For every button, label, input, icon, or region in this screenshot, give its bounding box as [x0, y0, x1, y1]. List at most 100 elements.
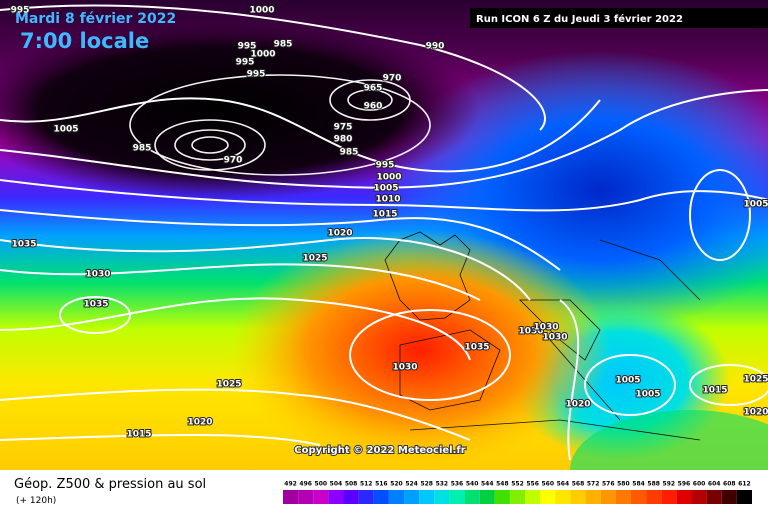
legend-swatch [298, 490, 314, 504]
legend-swatch [676, 490, 692, 504]
legend-label: 528 [420, 481, 433, 488]
legend-swatch [434, 490, 450, 504]
isobar-label: 1005 [53, 125, 78, 135]
legend-swatch [464, 490, 480, 504]
footer-title: Géop. Z500 & pression au sol [14, 477, 206, 492]
legend-label: 584 [632, 481, 645, 488]
legend-label: 492 [284, 481, 297, 488]
legend-swatch [509, 490, 526, 504]
isobar-label: 1030 [518, 327, 543, 337]
legend-label: 552 [511, 481, 524, 488]
legend-swatch [661, 490, 677, 504]
legend-swatch [404, 490, 420, 504]
isobar-label: 1005 [743, 200, 768, 210]
isobar-label: 985 [274, 40, 293, 50]
high-pressure [230, 230, 610, 470]
legend-label: 532 [436, 481, 449, 488]
legend-swatch [585, 490, 601, 504]
isobar-label: 1030 [533, 323, 558, 333]
legend-swatch [600, 490, 616, 504]
legend-label: 596 [678, 481, 691, 488]
legend-label: 560 [541, 481, 554, 488]
copyright: Copyright © 2022 Meteociel.fr [294, 445, 465, 456]
legend-swatch [373, 490, 389, 504]
legend-swatch [736, 490, 752, 504]
isobar-label: 965 [364, 84, 383, 94]
legend-swatch [540, 490, 556, 504]
legend-swatch [419, 490, 435, 504]
isobar-label: 1010 [375, 195, 400, 205]
isobar-label: 1030 [85, 270, 110, 280]
legend-label: 556 [526, 481, 539, 488]
legend-swatch [358, 490, 374, 504]
legend-label: 572 [587, 481, 600, 488]
legend-label: 516 [375, 481, 388, 488]
legend-label: 604 [708, 481, 721, 488]
isobar-label: 970 [383, 74, 402, 84]
isobar-label: 985 [340, 148, 359, 158]
isobar-label: 1000 [249, 6, 274, 16]
isobar-label: 1015 [372, 210, 397, 220]
legend-label: 496 [299, 481, 312, 488]
isobar-label: 1000 [250, 50, 275, 60]
isobar-label: 1025 [302, 254, 327, 264]
legend-swatch [388, 490, 405, 504]
legend-swatch [570, 490, 586, 504]
isobar-label: 1020 [743, 408, 768, 418]
isobar-label: 995 [236, 58, 255, 68]
legend-swatch [328, 490, 344, 504]
isobar-label: 1005 [615, 376, 640, 386]
legend-label: 564 [557, 481, 570, 488]
run-box [470, 8, 768, 28]
legend-swatch [343, 490, 359, 504]
legend-swatch [630, 490, 647, 504]
legend-label: 608 [723, 481, 736, 488]
legend-label: 588 [647, 481, 660, 488]
legend-label: 524 [405, 481, 418, 488]
legend-swatch [525, 490, 541, 504]
isobar-label: 995 [238, 42, 257, 52]
isobar-label: 970 [224, 156, 243, 166]
forecast-time: 7:00 locale [20, 29, 149, 53]
isobar-label: 1020 [187, 418, 212, 428]
legend-label: 540 [466, 481, 479, 488]
isobar-label: 1030 [392, 363, 417, 373]
isobar-label: 1030 [542, 333, 567, 343]
legend-swatch [615, 490, 631, 504]
legend-label: 568 [572, 481, 585, 488]
legend-swatch [706, 490, 722, 504]
isobar-label: 1035 [83, 300, 108, 310]
isobar-label: 1005 [635, 390, 660, 400]
legend-swatch [283, 490, 299, 504]
isobar-label: 960 [364, 102, 383, 112]
legend-label: 508 [345, 481, 358, 488]
legend-swatch [313, 490, 329, 504]
legend-label: 576 [602, 481, 615, 488]
legend-label: 592 [663, 481, 676, 488]
forecast-date: Mardi 8 février 2022 [15, 11, 176, 27]
isobar-label: 1015 [126, 430, 151, 440]
isobar-label: 1020 [327, 229, 352, 239]
isobar-label: 995 [247, 70, 266, 80]
legend-label: 500 [315, 481, 328, 488]
legend-swatch [449, 490, 465, 504]
legend-label: 612 [738, 481, 751, 488]
isobar-label: 985 [133, 144, 152, 154]
isobar-label: 1025 [216, 380, 241, 390]
legend-label: 504 [330, 481, 343, 488]
isobar-label: 1035 [464, 343, 489, 353]
legend-label: 512 [360, 481, 373, 488]
isobar-label: 975 [334, 123, 353, 133]
isobar-label: 995 [376, 161, 395, 171]
footer-lead: (+ 120h) [16, 496, 56, 506]
legend-label: 548 [496, 481, 509, 488]
isobar-label: 1020 [565, 400, 590, 410]
legend-swatch [479, 490, 495, 504]
isobar-label: 980 [334, 135, 353, 145]
isobar-label: 1035 [11, 240, 36, 250]
legend-swatch [555, 490, 571, 504]
isobar-label: 1025 [743, 375, 768, 385]
isobar-label: 1015 [702, 386, 727, 396]
